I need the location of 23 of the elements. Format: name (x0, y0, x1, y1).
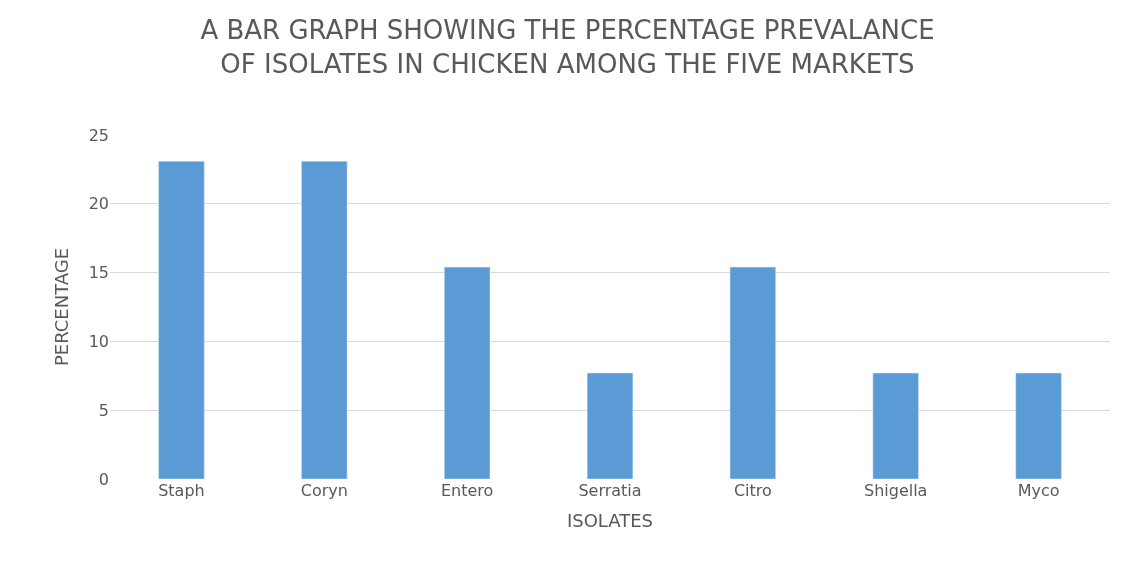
x-tick-label: Citro (733, 481, 772, 500)
y-tick-label: 0 (98, 469, 109, 489)
x-axis-title: ISOLATES (566, 510, 654, 532)
y-tick-label: 25 (88, 125, 109, 145)
y-tick-label: 20 (88, 194, 109, 214)
bar (444, 266, 491, 479)
x-tick-label: Staph (158, 481, 205, 500)
chart-title: A BAR GRAPH SHOWING THE PERCENTAGE PREVALANCE OF ISOLATES IN CHICKEN AMONG THE FIVE MARKETS (200, 15, 935, 80)
bar (586, 372, 634, 479)
y-tick-label: 5 (98, 400, 109, 420)
y-axis-title: PERCENTAGE (50, 247, 72, 367)
x-tick-label: Serratia (578, 481, 642, 500)
x-tick-label: Shigella (863, 481, 928, 500)
bar (158, 160, 205, 479)
bar (729, 266, 776, 479)
bar (872, 372, 919, 479)
y-tick-label: 15 (88, 263, 109, 283)
x-tick-label: Entero (440, 481, 494, 500)
bar (1015, 372, 1062, 479)
y-tick-label: 10 (88, 332, 109, 351)
bar (301, 160, 348, 479)
x-tick-label: Myco (1017, 481, 1060, 500)
x-tick-label: Coryn (300, 481, 348, 500)
